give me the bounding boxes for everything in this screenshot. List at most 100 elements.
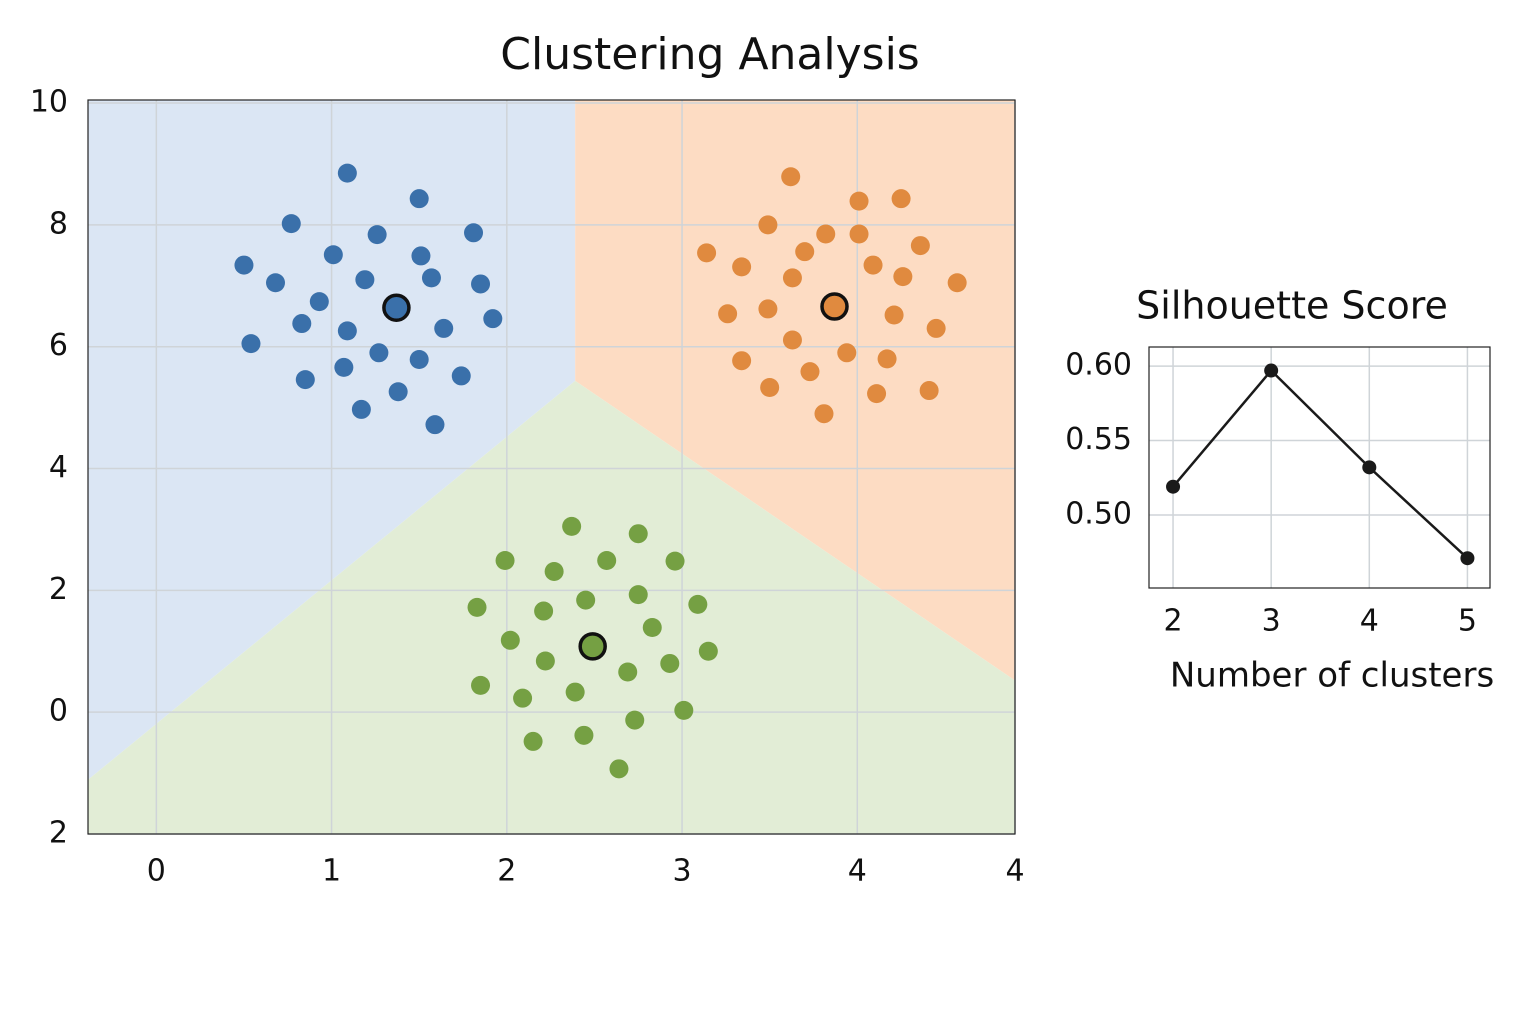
data-point bbox=[674, 700, 694, 720]
data-point bbox=[782, 268, 802, 288]
data-point bbox=[618, 662, 638, 682]
data-point bbox=[565, 682, 585, 702]
data-point bbox=[337, 321, 357, 341]
data-point bbox=[910, 236, 930, 256]
data-point bbox=[867, 384, 887, 404]
x-tick-label: 0 bbox=[147, 854, 166, 889]
data-point bbox=[309, 292, 329, 312]
y-tick-label: 0.50 bbox=[1065, 497, 1132, 532]
data-point bbox=[323, 245, 343, 265]
data-point bbox=[732, 257, 752, 277]
decision-region bbox=[575, 100, 1015, 681]
data-point bbox=[369, 343, 389, 363]
x-tick-label: 4 bbox=[848, 854, 867, 889]
data-point bbox=[628, 524, 648, 544]
y-tick-label: 6 bbox=[49, 328, 68, 363]
data-point bbox=[535, 651, 555, 671]
data-point bbox=[409, 189, 429, 209]
data-point bbox=[800, 362, 820, 382]
centroid bbox=[382, 293, 411, 322]
data-point bbox=[698, 641, 718, 661]
x-tick-label: 5 bbox=[1458, 604, 1477, 639]
data-point bbox=[534, 601, 554, 621]
data-point bbox=[351, 399, 371, 419]
line-marker bbox=[1166, 479, 1181, 494]
data-point bbox=[355, 270, 375, 290]
data-point bbox=[884, 305, 904, 325]
data-point bbox=[697, 243, 717, 263]
plot-background bbox=[1149, 347, 1490, 588]
centroid bbox=[820, 292, 849, 321]
data-point bbox=[292, 314, 312, 334]
data-point bbox=[471, 274, 491, 294]
data-point bbox=[926, 318, 946, 338]
data-point bbox=[795, 242, 815, 262]
data-point bbox=[425, 415, 445, 435]
data-point bbox=[781, 167, 801, 187]
data-point bbox=[758, 215, 778, 235]
y-tick-label: 2 bbox=[49, 816, 68, 851]
data-point bbox=[574, 725, 594, 745]
data-point bbox=[849, 224, 869, 244]
data-point bbox=[625, 710, 645, 730]
data-point bbox=[241, 334, 261, 354]
data-point bbox=[421, 268, 441, 288]
data-point bbox=[891, 189, 911, 209]
y-tick-label: 0.60 bbox=[1065, 348, 1132, 383]
data-point bbox=[782, 330, 802, 350]
data-point bbox=[849, 191, 869, 211]
data-point bbox=[628, 585, 648, 605]
data-point bbox=[544, 561, 564, 581]
y-tick-label: 0.55 bbox=[1065, 422, 1132, 457]
data-point bbox=[281, 214, 301, 234]
data-point bbox=[863, 255, 883, 275]
data-point bbox=[718, 304, 738, 324]
data-point bbox=[234, 255, 254, 275]
chart-title: Silhouette Score bbox=[1136, 284, 1448, 328]
data-point bbox=[337, 163, 357, 183]
data-point bbox=[688, 594, 708, 614]
plot-frame bbox=[87, 99, 1016, 835]
y-tick-label: 4 bbox=[49, 450, 68, 485]
data-point bbox=[597, 551, 617, 571]
data-point bbox=[562, 516, 582, 536]
x-tick-label: 4 bbox=[1360, 604, 1379, 639]
data-point bbox=[467, 597, 487, 617]
data-point bbox=[471, 675, 491, 695]
data-point bbox=[893, 267, 913, 287]
data-point bbox=[409, 349, 429, 369]
data-point bbox=[513, 688, 533, 708]
y-tick-label: 8 bbox=[49, 206, 68, 241]
x-tick-label: 2 bbox=[1163, 604, 1182, 639]
centroid bbox=[578, 632, 607, 661]
x-tick-label: 4 bbox=[1005, 854, 1024, 889]
data-point bbox=[367, 225, 387, 245]
data-point bbox=[523, 731, 543, 751]
line-marker bbox=[1264, 363, 1279, 378]
plot-frame bbox=[1148, 346, 1491, 589]
chart-title: Clustering Analysis bbox=[500, 29, 919, 80]
line-marker bbox=[1362, 460, 1377, 475]
data-point bbox=[500, 630, 520, 650]
line-marker bbox=[1460, 551, 1475, 566]
data-point bbox=[434, 318, 454, 338]
x-tick-label: 2 bbox=[497, 854, 516, 889]
data-point bbox=[814, 404, 834, 424]
y-tick-label: 2 bbox=[49, 572, 68, 607]
data-point bbox=[483, 309, 503, 329]
data-point bbox=[495, 551, 515, 571]
data-point bbox=[295, 370, 315, 390]
y-tick-label: 10 bbox=[30, 85, 68, 120]
x-tick-label: 1 bbox=[322, 854, 341, 889]
x-tick-label: 3 bbox=[1262, 604, 1281, 639]
data-point bbox=[837, 343, 857, 363]
data-point bbox=[334, 357, 354, 377]
data-point bbox=[451, 366, 471, 386]
data-point bbox=[464, 223, 484, 243]
x-axis-label: Number of clusters bbox=[1170, 656, 1494, 696]
y-tick-label: 0 bbox=[49, 694, 68, 729]
data-point bbox=[660, 653, 680, 673]
data-point bbox=[816, 224, 836, 244]
data-point bbox=[388, 382, 408, 402]
